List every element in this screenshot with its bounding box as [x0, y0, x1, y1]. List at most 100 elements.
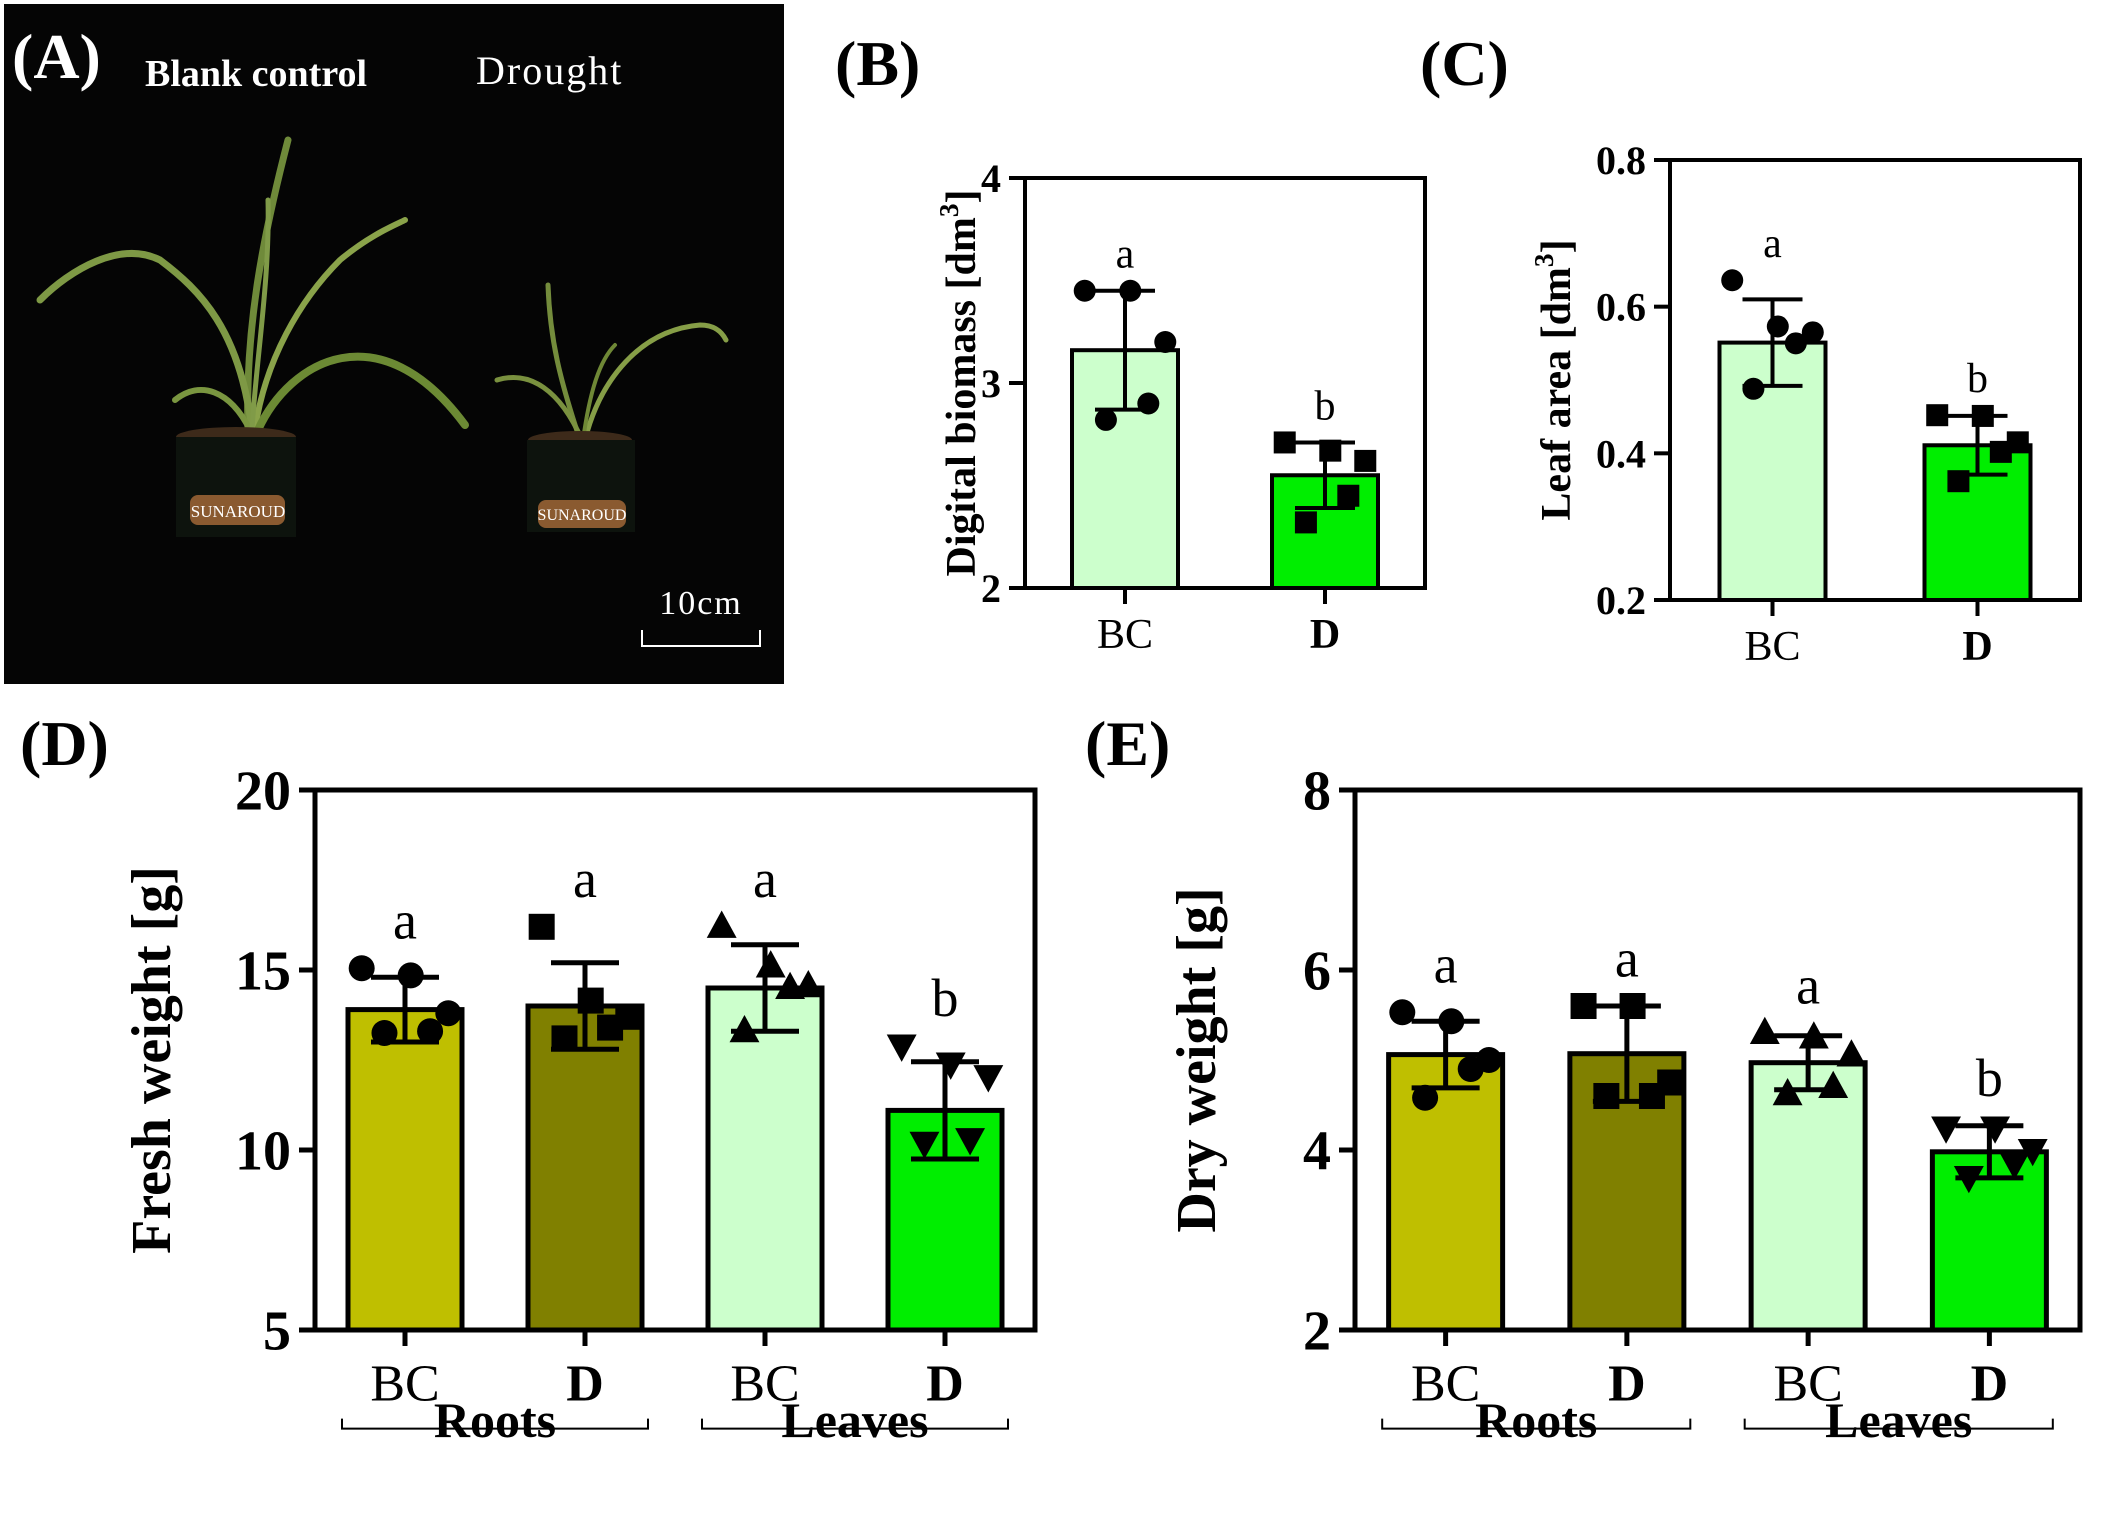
photo-background — [4, 4, 784, 684]
y-tick-label: 3 — [981, 361, 1001, 406]
y-tick-label: 10 — [235, 1121, 291, 1183]
pot-label-left: SUNAROUD — [191, 502, 285, 521]
data-point-square — [2006, 431, 2029, 454]
data-point-circle — [1801, 321, 1824, 344]
data-point-square — [597, 1014, 624, 1041]
significance-letter: a — [1434, 935, 1458, 995]
y-tick-label: 20 — [235, 761, 291, 823]
scale-bar-label: 10cm — [659, 585, 743, 622]
y-axis-title-superscript: 3 — [934, 203, 964, 217]
y-tick-label: 0.6 — [1596, 285, 1646, 330]
data-point-square — [1619, 993, 1646, 1019]
x-category-label: D — [926, 1356, 964, 1413]
bar — [705, 985, 825, 1333]
data-point-square — [1989, 440, 2012, 463]
bar — [1929, 1149, 2049, 1333]
group-label: Roots — [1475, 1392, 1597, 1448]
x-category-label: BC — [1744, 624, 1800, 670]
y-tick-label: 2 — [981, 566, 1001, 611]
data-point-triangle — [1749, 1016, 1780, 1045]
data-point-circle — [1154, 331, 1177, 353]
data-point-square — [1294, 511, 1317, 534]
plot-frame — [1668, 158, 2082, 602]
y-tick-label: 0.4 — [1596, 431, 1646, 476]
x-category-label: BC — [1097, 612, 1153, 658]
data-point-circle — [1137, 392, 1160, 415]
data-point-triangle — [755, 950, 786, 978]
panel-label: (B) — [835, 28, 920, 99]
pot-label-right: SUNAROUD — [538, 507, 627, 524]
group-bracket — [701, 1418, 1009, 1430]
y-axis-title: Dry weight [g] — [1166, 887, 1228, 1232]
plant-blank-control: SUNAROUD — [36, 136, 469, 537]
data-point-triangle — [729, 1014, 760, 1043]
data-point-square — [1638, 1083, 1665, 1109]
significance-letter: a — [573, 849, 597, 909]
significance-letter: b — [1967, 356, 1988, 402]
y-axis-title-text: Digital biomass [dm — [939, 217, 985, 576]
data-point-triangle-down — [935, 1052, 966, 1080]
y-tick-label: 4 — [1303, 1121, 1331, 1183]
plant-drought: SUNAROUD — [494, 282, 729, 532]
label-blank-control: Blank control — [145, 53, 367, 95]
significance-letter: a — [393, 891, 417, 951]
y-axis-title-text: Fresh weight [g] — [121, 866, 183, 1254]
chart-panel-b: (B) a b 2 3 4 BC D Digital biomass [dm3] — [835, 28, 1427, 658]
scale-bar: 10cm — [641, 585, 761, 647]
data-point-circle — [1784, 332, 1807, 355]
bar — [345, 1007, 465, 1333]
y-tick-label: 6 — [1303, 941, 1331, 1003]
data-point-square — [1593, 1083, 1620, 1109]
y-tick-label: 0.8 — [1596, 138, 1646, 183]
x-category-label: D — [1608, 1356, 1646, 1413]
y-tick-label: 0.2 — [1596, 578, 1646, 623]
data-point-triangle-down — [2017, 1138, 2048, 1167]
panel-label: (C) — [1420, 28, 1509, 99]
data-point-square — [1926, 404, 1949, 427]
data-point-triangle — [706, 910, 737, 938]
group-label: Roots — [434, 1392, 556, 1448]
x-category-label: BC — [370, 1356, 439, 1413]
y-axis-title: Fresh weight [g] — [121, 866, 183, 1254]
y-axis-title: Digital biomass [dm3] — [934, 189, 985, 576]
data-point-square — [1947, 470, 1970, 493]
data-point-circle — [1766, 315, 1789, 338]
y-axis-title-text: Dry weight [g] — [1166, 887, 1228, 1232]
data-point-circle — [1742, 377, 1765, 400]
y-axis-title-text: Leaf area [dm — [1534, 267, 1580, 521]
data-point-circle — [435, 1000, 462, 1027]
data-point-triangle-down — [973, 1065, 1004, 1093]
data-point-square — [551, 1025, 578, 1052]
bar — [1386, 1052, 1506, 1333]
x-category-label: BC — [1411, 1356, 1480, 1413]
data-point-circle — [371, 1020, 398, 1046]
group-label: Leaves — [781, 1392, 928, 1448]
data-point-circle — [1438, 1008, 1465, 1035]
bar — [525, 1003, 645, 1333]
x-category-label: BC — [730, 1356, 799, 1413]
chart-panel-c: (C) a b 0.2 0.4 0.6 0.8 BC D Leaf area [dm3] — [1420, 28, 2082, 670]
y-axis-title-end: ] — [939, 189, 985, 203]
data-point-circle — [1721, 269, 1744, 292]
y-tick-label: 8 — [1303, 761, 1331, 823]
data-point-triangle-down — [886, 1034, 917, 1062]
group-bracket — [1381, 1418, 1692, 1430]
data-point-square — [1971, 404, 1994, 427]
data-point-circle — [1457, 1056, 1484, 1082]
x-category-label: D — [1962, 624, 1992, 670]
panel-label: (E) — [1085, 708, 1170, 779]
data-point-triangle — [1818, 1070, 1849, 1099]
x-category-label: BC — [1773, 1356, 1842, 1413]
bar — [1270, 473, 1380, 590]
plot-frame — [312, 787, 1038, 1333]
y-axis-title-end: ] — [1534, 239, 1580, 253]
significance-letter: b — [1315, 383, 1336, 429]
x-category-label: D — [1971, 1356, 2009, 1413]
data-point-circle — [1389, 999, 1416, 1026]
significance-letter: a — [1116, 232, 1135, 278]
group-label: Leaves — [1825, 1392, 1972, 1448]
significance-letter: b — [1976, 1048, 2003, 1108]
data-point-square — [1337, 484, 1360, 507]
